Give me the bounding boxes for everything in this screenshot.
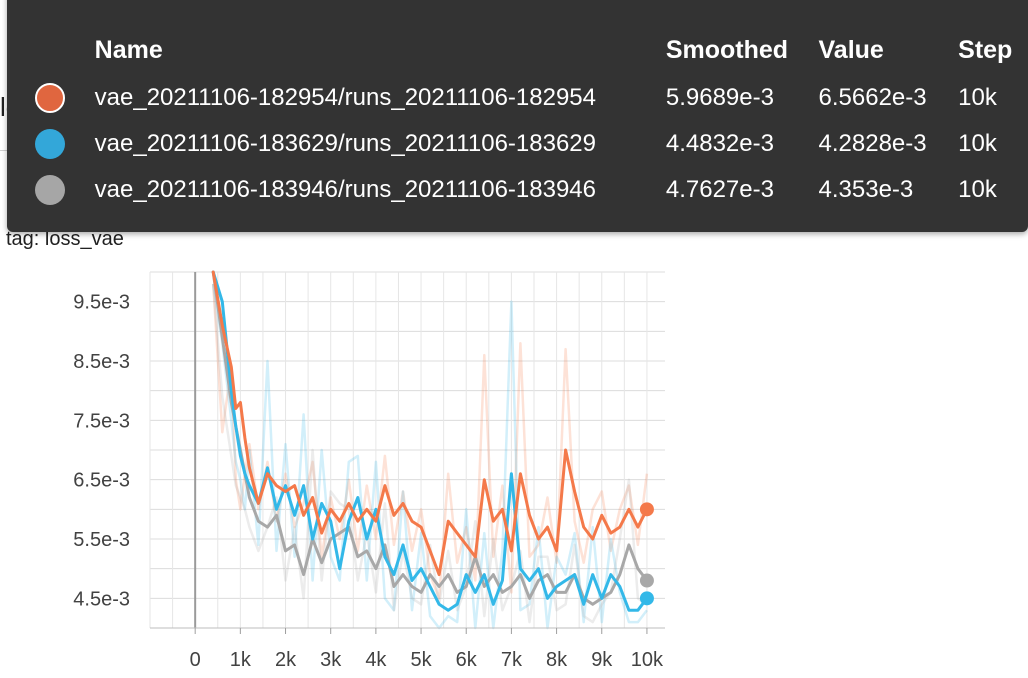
hover-tooltip: Name Smoothed Value Step vae_20211106-18… bbox=[7, 0, 1028, 232]
run-name: vae_20211106-183946/runs_20211106-183946 bbox=[94, 176, 596, 203]
chart-axes: 0 1k 2k 3k 4k 5k 6k 7k 8k 9k 10k 4.5e-3 5.5e-3 6.5e-3… bbox=[73, 272, 665, 671]
tooltip-row: vae_20211106-182954/runs_20211106-182954… bbox=[31, 75, 1028, 121]
series-line bbox=[211, 270, 649, 606]
raw-series-line bbox=[211, 283, 648, 624]
run-color-dot bbox=[35, 83, 65, 113]
y-tick-label: 5.5e-3 bbox=[73, 529, 130, 551]
raw-series-line bbox=[211, 283, 648, 630]
x-tick-label: 5k bbox=[410, 649, 432, 671]
run-value: 4.353e-3 bbox=[818, 176, 914, 203]
series-line bbox=[211, 270, 649, 577]
run-step: 10k bbox=[958, 130, 997, 157]
tooltip-header-name: Name bbox=[94, 36, 163, 64]
run-step: 10k bbox=[958, 176, 997, 203]
series-end-marker bbox=[639, 502, 654, 517]
tooltip-row: vae_20211106-183946/runs_20211106-183946… bbox=[31, 167, 1028, 213]
y-tick-label: 4.5e-3 bbox=[73, 588, 130, 610]
smoothed-series-layer bbox=[211, 270, 649, 612]
tooltip-table: Name Smoothed Value Step vae_20211106-18… bbox=[31, 36, 1028, 213]
y-tick-label: 6.5e-3 bbox=[73, 470, 130, 492]
series-end-marker bbox=[639, 591, 654, 606]
tooltip-header-row: Name Smoothed Value Step bbox=[31, 36, 1028, 75]
tooltip-header-smoothed: Smoothed bbox=[665, 36, 789, 64]
run-step: 10k bbox=[958, 84, 997, 111]
x-tick-label: 6k bbox=[456, 649, 478, 671]
run-value: 4.2828e-3 bbox=[818, 130, 927, 157]
y-tick-label: 7.5e-3 bbox=[73, 410, 130, 432]
chart-card-tag: tag: loss_vae bbox=[6, 228, 124, 250]
tooltip-row: vae_20211106-183629/runs_20211106-183629… bbox=[31, 121, 1028, 167]
run-smoothed: 5.9689e-3 bbox=[665, 84, 774, 111]
run-value: 6.5662e-3 bbox=[818, 84, 927, 111]
x-tick-label: 0 bbox=[190, 649, 201, 671]
run-smoothed: 4.7627e-3 bbox=[665, 176, 774, 203]
y-tick-label: 9.5e-3 bbox=[73, 292, 130, 314]
y-tick-label: 8.5e-3 bbox=[73, 351, 130, 373]
x-tick-label: 3k bbox=[320, 649, 342, 671]
x-tick-label: 7k bbox=[501, 649, 523, 671]
tooltip-header-color bbox=[31, 36, 95, 75]
run-smoothed: 4.4832e-3 bbox=[665, 130, 774, 157]
run-name: vae_20211106-182954/runs_20211106-182954 bbox=[94, 84, 596, 111]
x-tick-label: 10k bbox=[631, 649, 664, 671]
tooltip-header-value: Value bbox=[818, 36, 884, 64]
x-tick-label: 2k bbox=[275, 649, 297, 671]
series-line bbox=[211, 270, 649, 612]
endpoint-markers bbox=[639, 502, 654, 606]
tooltip-header-step: Step bbox=[958, 36, 1013, 64]
run-color-dot bbox=[35, 129, 65, 159]
x-tick-label: 1k bbox=[230, 649, 252, 671]
x-tick-label: 4k bbox=[365, 649, 387, 671]
run-color-dot bbox=[35, 175, 65, 205]
x-tick-label: 9k bbox=[591, 649, 613, 671]
x-tick-label: 8k bbox=[546, 649, 568, 671]
series-end-marker bbox=[639, 573, 654, 588]
run-name: vae_20211106-183629/runs_20211106-183629 bbox=[94, 130, 596, 157]
